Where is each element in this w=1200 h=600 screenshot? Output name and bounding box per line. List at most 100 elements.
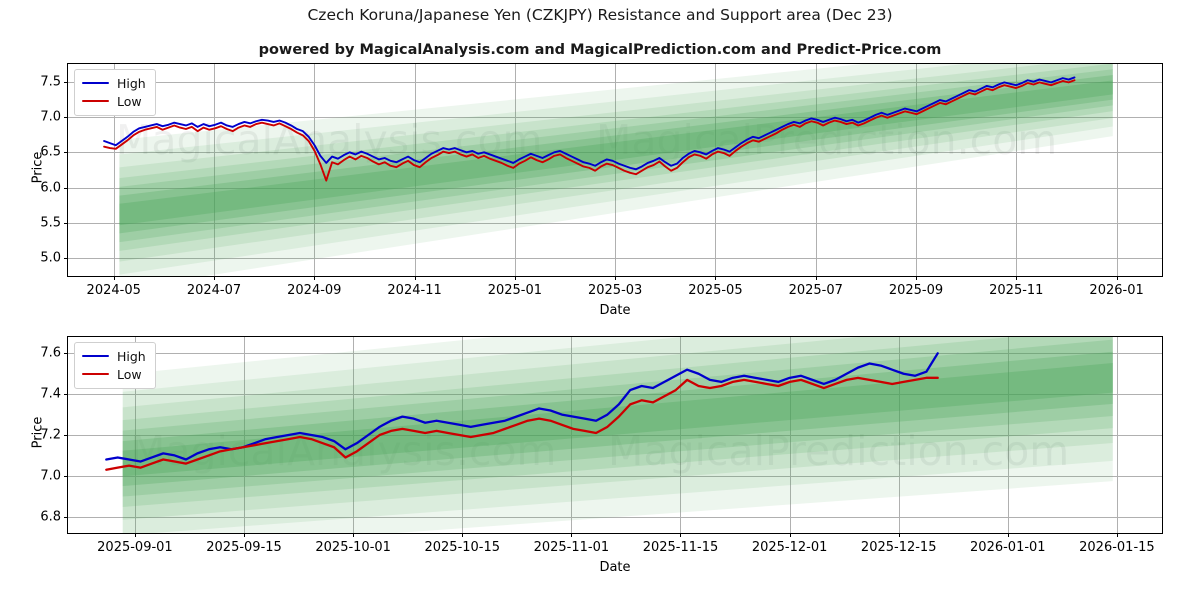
x-tick-mark (571, 533, 573, 537)
plot-area-zoom: MagicalAnalysis.com MagicalPrediction.com (68, 337, 1162, 533)
gridline-vertical (134, 337, 136, 533)
gridline-vertical (1016, 64, 1018, 276)
x-tick-mark (715, 276, 717, 280)
y-tick-mark (64, 475, 68, 477)
y-tick-label: 6.8 (40, 509, 61, 525)
x-tick-label: 2026-01-01 (970, 540, 1046, 555)
gridline-vertical (571, 337, 573, 533)
x-tick-label: 2025-09-01 (97, 540, 173, 555)
gridline-horizontal (68, 394, 1162, 396)
gridline-vertical (898, 337, 900, 533)
gridline-vertical (414, 64, 416, 276)
gridline-horizontal (68, 81, 1162, 83)
legend-item-low: Low (82, 365, 146, 383)
x-tick-label: 2025-05 (688, 283, 743, 298)
x-tick-mark (916, 276, 918, 280)
y-tick-label: 7.0 (40, 468, 61, 484)
price-line-high (105, 352, 939, 463)
x-tick-label: 2025-07 (788, 283, 843, 298)
y-tick-label: 7.0 (40, 109, 61, 125)
gridline-vertical (789, 337, 791, 533)
legend-item-high: High (82, 347, 146, 365)
y-tick-mark (64, 187, 68, 189)
price-line-low (105, 376, 939, 471)
y-tick-mark (64, 516, 68, 518)
y-tick-mark (64, 435, 68, 436)
gridline-vertical (1007, 337, 1009, 533)
x-tick-mark (314, 276, 316, 280)
gridline-vertical (214, 64, 216, 276)
support-resistance-band (119, 75, 1113, 234)
gridline-vertical (113, 64, 115, 276)
gridline-horizontal (68, 117, 1162, 118)
legend-label-high: High (117, 348, 146, 364)
gridline-horizontal (68, 353, 1162, 355)
x-tick-mark (898, 533, 900, 537)
support-resistance-band (122, 337, 1113, 533)
gridline-vertical (353, 337, 355, 533)
y-tick-mark (64, 152, 68, 154)
gridline-horizontal (68, 475, 1162, 477)
gridline-vertical (815, 64, 817, 276)
x-tick-mark (414, 276, 416, 280)
gridline-vertical (1116, 64, 1118, 276)
x-tick-label: 2025-09 (888, 283, 944, 298)
gridline-vertical (1116, 337, 1118, 533)
gridline-horizontal (68, 435, 1162, 436)
gridline-horizontal (68, 258, 1162, 260)
x-tick-mark (1116, 276, 1118, 280)
gridline-vertical (615, 64, 617, 276)
x-tick-label: 2025-01 (487, 283, 543, 298)
x-tick-mark (244, 533, 246, 537)
x-tick-label: 2025-12-01 (751, 540, 828, 555)
x-tick-label: 2025-12-15 (860, 540, 937, 555)
legend-label-low: Low (117, 93, 142, 109)
plot-area-overview: MagicalAnalysis.com MagicalPrediction.com (68, 64, 1162, 276)
legend-label-low: Low (117, 366, 142, 382)
y-tick-mark (64, 258, 68, 260)
x-tick-label: 2025-10-15 (424, 540, 501, 555)
x-tick-label: 2025-11 (989, 283, 1044, 298)
price-line-high (103, 76, 1076, 171)
y-tick-label: 7.6 (40, 345, 61, 361)
gridline-vertical (680, 337, 682, 533)
gridline-vertical (715, 64, 717, 276)
legend-swatch-high (82, 354, 109, 358)
legend-zoom: High Low (74, 342, 156, 389)
x-tick-label: 2025-03 (587, 283, 643, 298)
gridline-vertical (514, 64, 516, 276)
gridline-horizontal (68, 152, 1162, 154)
legend-swatch-high (82, 81, 109, 85)
series-layer (105, 337, 1113, 533)
x-tick-label: 2025-10-01 (315, 540, 391, 555)
legend-swatch-low (82, 372, 109, 376)
legend-swatch-low (82, 99, 109, 103)
support-resistance-band (122, 337, 1113, 533)
x-tick-label: 2024-11 (387, 283, 442, 298)
y-tick-mark (64, 117, 68, 118)
x-axis-label-zoom: Date (599, 560, 631, 575)
x-tick-label: 2025-09-15 (206, 540, 282, 555)
x-tick-mark (1116, 533, 1118, 537)
x-tick-mark (1007, 533, 1009, 537)
support-resistance-band (122, 363, 1113, 477)
support-resistance-band (122, 337, 1113, 520)
y-tick-label: 5.0 (40, 250, 61, 266)
x-tick-mark (134, 533, 136, 537)
price-line-low (103, 79, 1076, 182)
legend-item-low: Low (82, 92, 146, 110)
x-tick-mark (1016, 276, 1018, 280)
y-tick-label: 6.0 (40, 180, 61, 196)
legend-item-high: High (82, 74, 146, 92)
chart-overview: MagicalAnalysis.com MagicalPrediction.com… (31, 63, 1163, 318)
y-tick-mark (64, 394, 68, 396)
x-tick-mark (353, 533, 355, 537)
support-resistance-band (119, 80, 1113, 226)
y-tick-mark (64, 223, 68, 224)
x-axis-label-overview: Date (599, 303, 631, 318)
x-tick-mark (514, 276, 516, 280)
series-layer (103, 64, 1113, 276)
x-tick-mark (789, 533, 791, 537)
x-tick-mark (462, 533, 464, 537)
